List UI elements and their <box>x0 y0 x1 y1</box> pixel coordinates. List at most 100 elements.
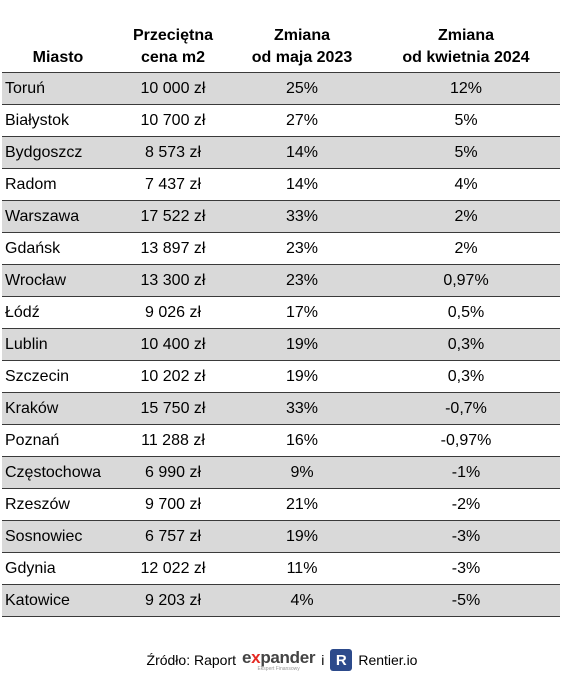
change-april-cell: 5% <box>372 136 560 169</box>
price-cell: 10 202 zł <box>114 360 232 393</box>
table-row: Radom 7 437 zł 14% 4% <box>2 168 560 201</box>
price-cell: 7 437 zł <box>114 168 232 201</box>
table-header: Miasto Przeciętna cena m2 Zmiana od maja 2… <box>2 18 560 73</box>
change-may-cell: 14% <box>232 168 372 201</box>
price-table: Miasto Przeciętna cena m2 Zmiana od maja 2… <box>2 18 560 617</box>
change-april-cell: -2% <box>372 488 560 521</box>
price-cell: 6 990 zł <box>114 456 232 489</box>
city-cell: Częstochowa <box>2 456 114 489</box>
city-cell: Warszawa <box>2 200 114 233</box>
city-cell: Toruń <box>2 72 114 105</box>
city-cell: Kraków <box>2 392 114 425</box>
city-cell: Katowice <box>2 584 114 617</box>
table-row: Częstochowa 6 990 zł 9% -1% <box>2 456 560 489</box>
city-cell: Łódź <box>2 296 114 329</box>
city-cell: Poznań <box>2 424 114 457</box>
source-prefix: Źródło: Raport <box>146 652 236 668</box>
change-april-cell: -1% <box>372 456 560 489</box>
city-cell: Rzeszów <box>2 488 114 521</box>
price-cell: 12 022 zł <box>114 552 232 585</box>
change-may-cell: 27% <box>232 104 372 137</box>
table-row: Rzeszów 9 700 zł 21% -2% <box>2 488 560 521</box>
table-row: Lublin 10 400 zł 19% 0,3% <box>2 328 560 361</box>
header-city: Miasto <box>32 49 84 66</box>
change-may-cell: 17% <box>232 296 372 329</box>
expander-tagline: Ekspert Finansowy <box>257 665 300 672</box>
change-april-cell: 12% <box>372 72 560 105</box>
change-may-cell: 4% <box>232 584 372 617</box>
source-conjunction: i <box>321 652 325 668</box>
change-may-cell: 16% <box>232 424 372 457</box>
table-body: Toruń 10 000 zł 25% 12% Białystok 10 700 zł 27… <box>2 72 560 617</box>
price-cell: 9 700 zł <box>114 488 232 521</box>
change-may-cell: 9% <box>232 456 372 489</box>
table-row: Szczecin 10 202 zł 19% 0,3% <box>2 360 560 393</box>
change-april-cell: 0,97% <box>372 264 560 297</box>
table-row: Wrocław 13 300 zł 23% 0,97% <box>2 264 560 297</box>
change-may-cell: 14% <box>232 136 372 169</box>
price-cell: 13 897 zł <box>114 232 232 265</box>
city-cell: Gdańsk <box>2 232 114 265</box>
price-cell: 15 750 zł <box>114 392 232 425</box>
rentier-name: Rentier.io <box>358 652 418 668</box>
price-cell: 10 400 zł <box>114 328 232 361</box>
price-cell: 10 000 zł <box>114 72 232 105</box>
table-row: Łódź 9 026 zł 17% 0,5% <box>2 296 560 329</box>
change-may-cell: 33% <box>232 200 372 233</box>
price-cell: 10 700 zł <box>114 104 232 137</box>
rentier-logo-icon: R <box>330 649 353 671</box>
change-april-cell: 4% <box>372 168 560 201</box>
change-april-cell: -0,97% <box>372 424 560 457</box>
change-april-cell: 0,3% <box>372 360 560 393</box>
city-cell: Szczecin <box>2 360 114 393</box>
change-april-cell: -3% <box>372 520 560 553</box>
price-cell: 11 288 zł <box>114 424 232 457</box>
table-row: Białystok 10 700 zł 27% 5% <box>2 104 560 137</box>
header-price: Przeciętna cena m2 <box>132 27 214 66</box>
city-cell: Radom <box>2 168 114 201</box>
change-may-cell: 33% <box>232 392 372 425</box>
change-april-cell: -3% <box>372 552 560 585</box>
price-cell: 17 522 zł <box>114 200 232 233</box>
table-row: Katowice 9 203 zł 4% -5% <box>2 584 560 617</box>
change-april-cell: 2% <box>372 200 560 233</box>
city-cell: Białystok <box>2 104 114 137</box>
table-row: Gdynia 12 022 zł 11% -3% <box>2 552 560 585</box>
change-april-cell: -0,7% <box>372 392 560 425</box>
city-cell: Lublin <box>2 328 114 361</box>
price-cell: 6 757 zł <box>114 520 232 553</box>
change-may-cell: 21% <box>232 488 372 521</box>
price-cell: 13 300 zł <box>114 264 232 297</box>
city-cell: Bydgoszcz <box>2 136 114 169</box>
table-row: Warszawa 17 522 zł 33% 2% <box>2 200 560 233</box>
change-may-cell: 19% <box>232 360 372 393</box>
price-cell: 9 026 zł <box>114 296 232 329</box>
change-april-cell: 0,5% <box>372 296 560 329</box>
change-april-cell: 5% <box>372 104 560 137</box>
table-row: Toruń 10 000 zł 25% 12% <box>2 72 560 105</box>
header-change-april-2024: Zmiana od kwietnia 2024 <box>402 27 530 66</box>
change-may-cell: 23% <box>232 264 372 297</box>
change-may-cell: 19% <box>232 520 372 553</box>
change-may-cell: 11% <box>232 552 372 585</box>
change-may-cell: 19% <box>232 328 372 361</box>
price-cell: 8 573 zł <box>114 136 232 169</box>
change-april-cell: 0,3% <box>372 328 560 361</box>
table-row: Sosnowiec 6 757 zł 19% -3% <box>2 520 560 553</box>
city-cell: Wrocław <box>2 264 114 297</box>
change-may-cell: 23% <box>232 232 372 265</box>
header-change-may-2023: Zmiana od maja 2023 <box>251 27 353 66</box>
table-row: Kraków 15 750 zł 33% -0,7% <box>2 392 560 425</box>
source-line: Źródło: Raport expander Ekspert Finansow… <box>0 646 564 674</box>
price-cell: 9 203 zł <box>114 584 232 617</box>
change-april-cell: -5% <box>372 584 560 617</box>
city-cell: Gdynia <box>2 552 114 585</box>
city-cell: Sosnowiec <box>2 520 114 553</box>
change-may-cell: 25% <box>232 72 372 105</box>
table-row: Poznań 11 288 zł 16% -0,97% <box>2 424 560 457</box>
expander-logo: expander Ekspert Finansowy <box>242 647 316 672</box>
table-row: Bydgoszcz 8 573 zł 14% 5% <box>2 136 560 169</box>
table-row: Gdańsk 13 897 zł 23% 2% <box>2 232 560 265</box>
price-table-container: Miasto Przeciętna cena m2 Zmiana od maja 2… <box>2 18 560 617</box>
change-april-cell: 2% <box>372 232 560 265</box>
